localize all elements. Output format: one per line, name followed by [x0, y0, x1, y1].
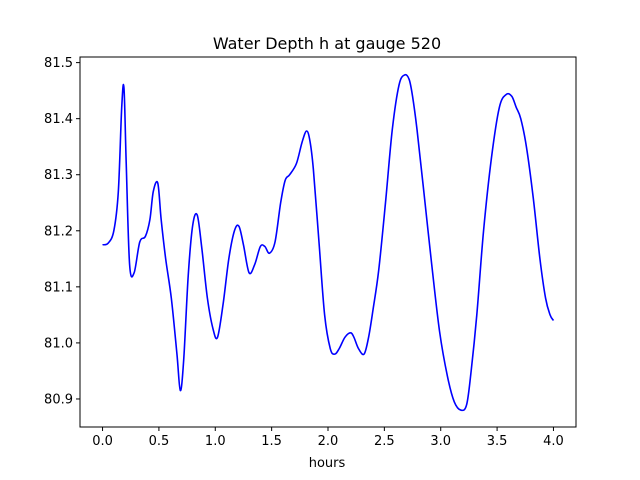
- plot-area: 0.0 0.5 1.0 1.5 2.0 2.5 3.0 3.5 4.0 80.9 81.0 81.1 8…: [44, 56, 577, 449]
- y-tick-label: 81.2: [44, 224, 73, 239]
- x-tick-label: 0.5: [149, 434, 170, 449]
- x-tick-label: 3.0: [430, 434, 451, 449]
- series-line-0: [102, 73, 555, 412]
- x-tick-label: 4.0: [543, 434, 564, 449]
- x-tick-label: 1.0: [205, 434, 226, 449]
- x-tick-label: 2.5: [374, 434, 395, 449]
- plot-frame: [79, 56, 577, 428]
- x-tick-label: 3.5: [487, 434, 508, 449]
- y-tick-label: 81.5: [44, 56, 73, 71]
- y-tick-label: 81.0: [44, 336, 73, 351]
- x-axis-label: hours: [309, 456, 346, 471]
- y-tick-label: 81.1: [44, 280, 73, 295]
- x-tick-label: 2.0: [318, 434, 339, 449]
- y-tick-label: 81.3: [44, 168, 73, 183]
- x-tick-label: 0.0: [92, 434, 113, 449]
- x-tick-label: 1.5: [261, 434, 282, 449]
- y-tick-label: 80.9: [44, 392, 73, 407]
- chart-title: Water Depth h at gauge 520: [213, 34, 441, 53]
- y-tick-label: 81.4: [44, 112, 73, 127]
